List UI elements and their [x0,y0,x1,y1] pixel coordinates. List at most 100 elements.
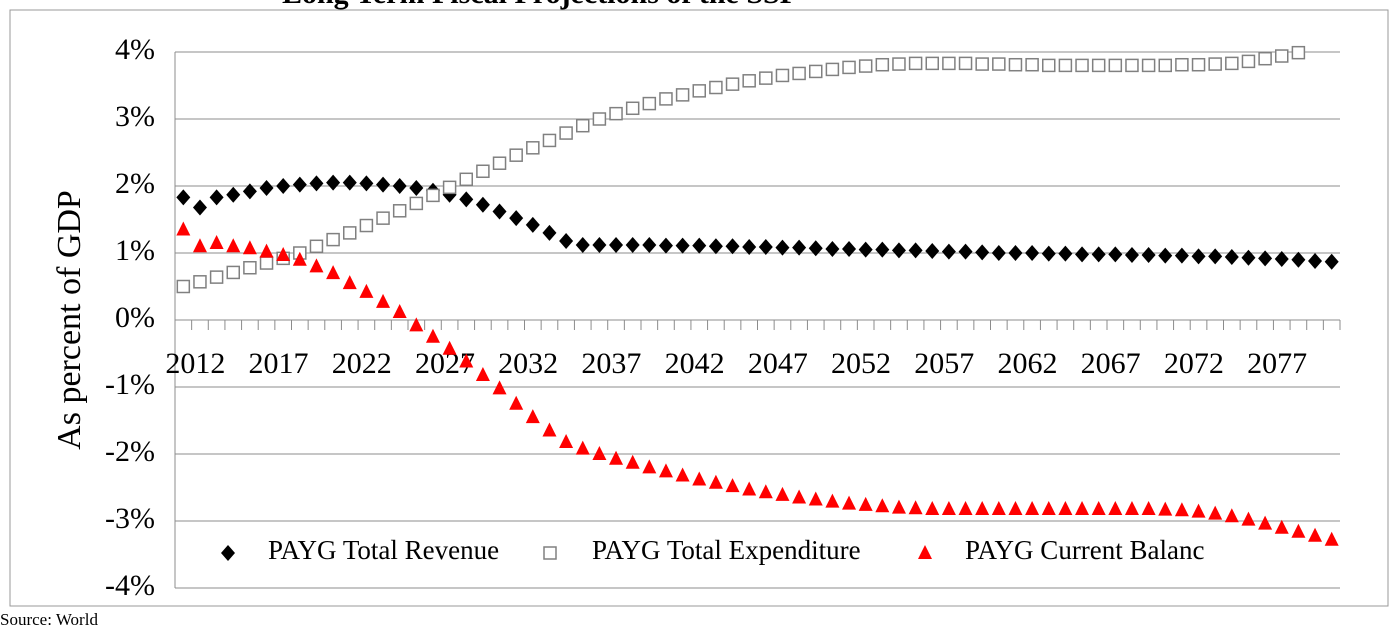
data-point [226,238,241,253]
data-point [425,328,440,343]
data-point [592,236,607,253]
data-point [958,56,973,71]
data-point [908,500,923,515]
data-point [276,247,291,262]
data-point [343,226,357,240]
data-point [1291,523,1306,538]
data-point [775,486,790,501]
data-point [476,164,490,179]
data-point [209,189,224,206]
data-point [276,178,291,194]
legend-marker [221,545,235,561]
x-tick-label: 2017 [249,347,309,380]
data-point [1308,253,1323,270]
data-point [642,96,657,111]
data-point [475,196,490,213]
data-point [1075,58,1089,73]
data-point [525,216,540,233]
data-point [958,243,973,260]
data-point [1108,58,1123,73]
data-point [1058,245,1073,262]
data-point [292,251,307,266]
data-point [1174,502,1189,517]
data-point [975,57,989,71]
data-point [259,256,274,270]
data-point [1075,246,1090,263]
data-point [808,240,823,257]
data-point [1258,51,1272,66]
data-point [1291,251,1306,268]
data-point [825,240,840,257]
data-point [842,495,857,510]
data-point [1291,45,1306,60]
data-point [309,239,324,254]
data-point [559,433,574,448]
data-point [1191,248,1206,265]
data-point [1041,245,1056,262]
data-point [1041,500,1056,515]
x-tick-label: 2077 [1247,347,1307,380]
data-point [1158,501,1173,516]
data-point [242,240,257,255]
data-point [1091,246,1106,263]
data-point [259,180,274,197]
data-point [542,133,557,148]
data-point [891,499,906,514]
data-point [176,279,191,294]
data-point [1308,527,1323,542]
x-tick-label: 2012 [165,347,225,380]
data-point [1324,253,1339,270]
y-tick-label: 1% [115,234,155,267]
data-point [226,265,240,280]
data-point [1174,247,1189,264]
data-point [575,236,590,253]
data-point [742,481,757,496]
chart-border [9,9,1389,607]
x-tick-label: 2067 [1081,347,1141,380]
data-point [592,112,607,126]
data-point [1258,250,1273,267]
data-point [1241,54,1256,69]
data-point [559,126,573,140]
data-point [858,59,873,73]
data-point [808,491,823,506]
y-tick-label: -3% [105,502,155,535]
data-point [975,244,990,261]
data-point [1108,500,1123,515]
data-point [1258,515,1273,530]
data-point [376,293,391,308]
data-point [991,245,1006,261]
data-point [1075,500,1090,515]
data-point [509,148,523,162]
data-point [459,172,473,187]
data-point [409,180,424,197]
data-point [1208,505,1223,520]
data-point [192,199,207,216]
data-point [192,238,207,253]
data-point [942,56,956,71]
data-point [1224,249,1239,266]
data-point [858,496,873,511]
data-point [792,66,806,81]
data-point [526,141,540,155]
data-point [775,68,790,83]
data-point [742,74,756,88]
data-point [243,260,257,275]
legend-label: PAYG Total Expenditure [592,535,861,565]
y-axis-label: As percent of GDP [51,190,88,450]
data-point [742,238,757,255]
data-point [659,92,673,106]
data-point [1008,57,1023,72]
data-point [758,484,773,499]
data-point [326,174,341,191]
y-tick-label: 4% [115,33,155,66]
data-point [1058,58,1073,73]
data-point [1125,58,1139,73]
x-tick-label: 2042 [665,347,725,380]
data-point [492,380,507,395]
data-point [1141,58,1156,73]
data-point [392,178,407,194]
data-point [708,238,723,255]
data-point [359,283,374,298]
